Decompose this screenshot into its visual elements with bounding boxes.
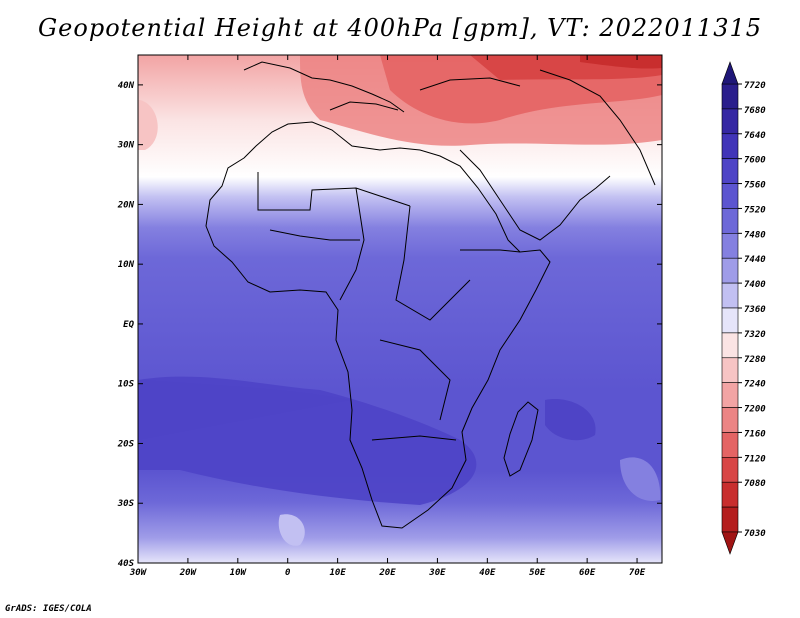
colorbar-label: 7360: [744, 305, 766, 315]
colorbar-label: 7480: [744, 230, 766, 240]
colorbar-label: 7200: [744, 405, 766, 415]
lon-label: 70E: [629, 568, 646, 578]
colorbar-top-arrow: [721, 61, 739, 85]
latitude-axis: 40N 30N 20N 10N EQ 10S 20S 30S 40S: [117, 81, 662, 569]
colorbar-swatch: [721, 481, 739, 508]
colorbar-label: 7680: [744, 106, 766, 116]
colorbar-label: 7240: [744, 380, 766, 390]
colorbar-swatch: [721, 457, 739, 483]
lon-label: 50E: [529, 568, 546, 578]
grads-credit: GrADS: IGES/COLA: [5, 604, 92, 614]
colorbar: 7720 7680 7640 7600 7560 7520 7480 7440 7400 7360…: [721, 61, 766, 555]
colorbar-swatch: [721, 183, 739, 209]
colorbar-label: 7440: [744, 255, 766, 265]
lat-label: 40N: [118, 81, 135, 91]
colorbar-label: 7120: [744, 454, 766, 464]
colorbar-swatch: [721, 108, 739, 135]
lon-label: 10W: [230, 568, 248, 578]
coastlines: [205, 61, 656, 529]
lat-label: 20S: [117, 439, 135, 449]
colorbar-swatch: [721, 282, 739, 309]
colorbar-swatch: [721, 382, 739, 408]
colorbar-swatch: [721, 208, 739, 234]
height-field: [138, 55, 662, 563]
lon-label: 0: [285, 568, 291, 578]
lon-label: 30W: [129, 568, 148, 578]
colorbar-swatch: [721, 506, 739, 533]
colorbar-swatch: [721, 357, 739, 383]
colorbar-bottom-arrow: [721, 531, 739, 555]
lat-label: 10N: [118, 260, 135, 270]
colorbar-label: 7030: [744, 529, 766, 539]
lat-label: 20N: [117, 200, 135, 210]
colorbar-label: 7280: [744, 355, 766, 365]
colorbar-label: 7600: [744, 156, 766, 166]
colorbar-swatch: [721, 407, 739, 433]
lat-label: 40S: [118, 559, 135, 569]
colorbar-swatch: [721, 133, 739, 159]
colorbar-swatch: [721, 307, 739, 334]
colorbar-label: 7400: [744, 280, 766, 290]
lat-label: EQ: [123, 320, 134, 330]
lon-label: 20E: [378, 568, 396, 578]
colorbar-label: 7320: [744, 330, 766, 340]
map-frame: [137, 54, 663, 564]
colorbar-swatch: [721, 432, 739, 458]
colorbar-label: 7160: [744, 429, 766, 439]
lon-label: 20W: [179, 568, 198, 578]
lon-label: 10E: [329, 568, 346, 578]
colorbar-label: 7520: [744, 205, 766, 215]
map-title: Geopotential Height at 400hPa [gpm], VT:…: [38, 14, 762, 42]
lat-label: 30N: [117, 141, 135, 151]
colorbar-label: 7560: [744, 181, 766, 191]
lon-label: 60E: [579, 568, 596, 578]
colorbar-swatch: [721, 83, 739, 110]
colorbar-swatch: [721, 233, 739, 259]
lat-label: 10S: [118, 380, 135, 390]
longitude-axis: 30W 20W 10W 0 10E 20E 30E 40E 50E 60E 70E: [129, 55, 646, 578]
colorbar-label: 7640: [744, 131, 766, 141]
colorbar-label: 7720: [744, 81, 766, 91]
lon-label: 40E: [479, 568, 496, 578]
colorbar-swatch: [721, 257, 739, 284]
colorbar-swatch: [721, 332, 739, 359]
colorbar-label: 7080: [744, 479, 766, 489]
colorbar-swatch: [721, 158, 739, 184]
lat-label: 30S: [117, 499, 135, 509]
lon-label: 30E: [428, 568, 446, 578]
